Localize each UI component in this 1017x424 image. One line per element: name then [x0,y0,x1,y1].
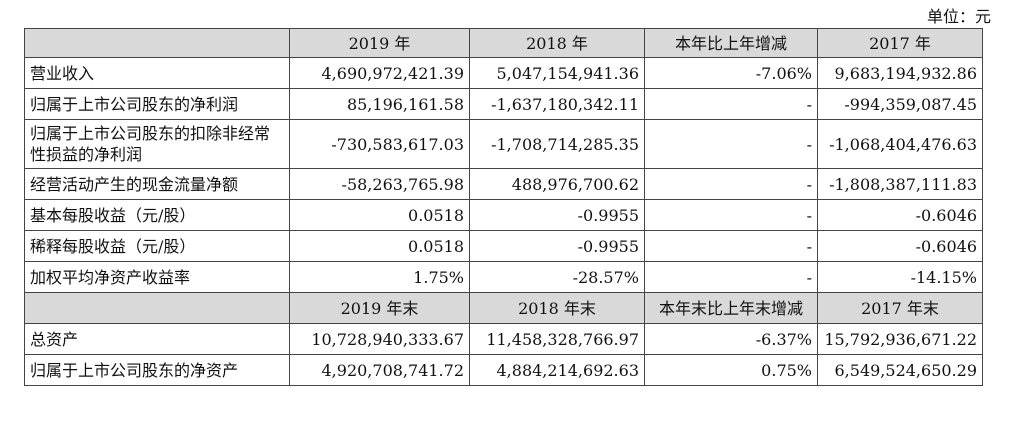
cell-value: - [644,261,818,293]
table-row: 总资产 10,728,940,333.67 11,458,328,766.97 … [24,323,983,355]
cell-value: 0.75% [644,354,818,386]
header-row-year-end: 2019 年末 2018 年末 本年末比上年末增减 2017 年末 [24,292,983,324]
row-label: 归属于上市公司股东的净资产 [24,354,290,386]
header-row-annual: 2019 年 2018 年 本年比上年增减 2017 年 [24,28,983,58]
cell-value: -0.6046 [817,199,983,231]
row-label: 总资产 [24,323,290,355]
row-label: 经营活动产生的现金流量净额 [24,168,290,200]
unit-label: 单位：元 [926,7,991,26]
cell-value: -0.6046 [817,230,983,262]
header-cell-2019-end: 2019 年末 [289,292,470,324]
cell-value: -1,068,404,476.63 [817,119,983,169]
table-row: 稀释每股收益（元/股） 0.0518 -0.9955 - -0.6046 [24,230,983,262]
table-row: 归属于上市公司股东的扣除非经常性损益的净利润 -730,583,617.03 -… [24,119,983,169]
cell-value: - [644,199,818,231]
header-cell-change-end: 本年末比上年末增减 [644,292,818,324]
cell-value: - [644,119,818,169]
header-cell-blank [24,28,290,58]
header-cell-2017-end: 2017 年末 [817,292,983,324]
header-cell-2018: 2018 年 [469,28,645,58]
row-label: 基本每股收益（元/股） [24,199,290,231]
cell-value: -0.9955 [469,230,645,262]
cell-value: -28.57% [469,261,645,293]
header-cell-2018-end: 2018 年末 [469,292,645,324]
cell-value: 6,549,524,650.29 [817,354,983,386]
cell-value: 5,047,154,941.36 [469,57,645,89]
row-label: 稀释每股收益（元/股） [24,230,290,262]
table-row: 营业收入 4,690,972,421.39 5,047,154,941.36 -… [24,57,983,89]
cell-value: -730,583,617.03 [289,119,470,169]
table-row: 经营活动产生的现金流量净额 -58,263,765.98 488,976,700… [24,168,983,200]
cell-value: 11,458,328,766.97 [469,323,645,355]
table-row: 归属于上市公司股东的净利润 85,196,161.58 -1,637,180,3… [24,88,983,120]
cell-value: 15,792,936,671.22 [817,323,983,355]
header-cell-2017: 2017 年 [817,28,983,58]
row-label: 营业收入 [24,57,290,89]
header-cell-2019: 2019 年 [289,28,470,58]
cell-value: -7.06% [644,57,818,89]
table-row: 加权平均净资产收益率 1.75% -28.57% - -14.15% [24,261,983,293]
row-label: 归属于上市公司股东的扣除非经常性损益的净利润 [24,119,290,169]
cell-value: -1,637,180,342.11 [469,88,645,120]
cell-value: 0.0518 [289,230,470,262]
cell-value: -994,359,087.45 [817,88,983,120]
cell-value: - [644,230,818,262]
cell-value: 488,976,700.62 [469,168,645,200]
cell-value: 4,920,708,741.72 [289,354,470,386]
cell-value: -6.37% [644,323,818,355]
cell-value: -0.9955 [469,199,645,231]
cell-value: 0.0518 [289,199,470,231]
header-cell-blank [24,292,290,324]
row-label: 加权平均净资产收益率 [24,261,290,293]
header-cell-change: 本年比上年增减 [644,28,818,58]
cell-value: -1,708,714,285.35 [469,119,645,169]
financial-table: 2019 年 2018 年 本年比上年增减 2017 年 营业收入 4,690,… [24,28,983,386]
cell-value: -58,263,765.98 [289,168,470,200]
cell-value: 9,683,194,932.86 [817,57,983,89]
cell-value: - [644,168,818,200]
cell-value: 10,728,940,333.67 [289,323,470,355]
table-row: 基本每股收益（元/股） 0.0518 -0.9955 - -0.6046 [24,199,983,231]
cell-value: 85,196,161.58 [289,88,470,120]
cell-value: -14.15% [817,261,983,293]
row-label: 归属于上市公司股东的净利润 [24,88,290,120]
table-row: 归属于上市公司股东的净资产 4,920,708,741.72 4,884,214… [24,354,983,386]
cell-value: - [644,88,818,120]
cell-value: 1.75% [289,261,470,293]
cell-value: 4,690,972,421.39 [289,57,470,89]
cell-value: 4,884,214,692.63 [469,354,645,386]
cell-value: -1,808,387,111.83 [817,168,983,200]
